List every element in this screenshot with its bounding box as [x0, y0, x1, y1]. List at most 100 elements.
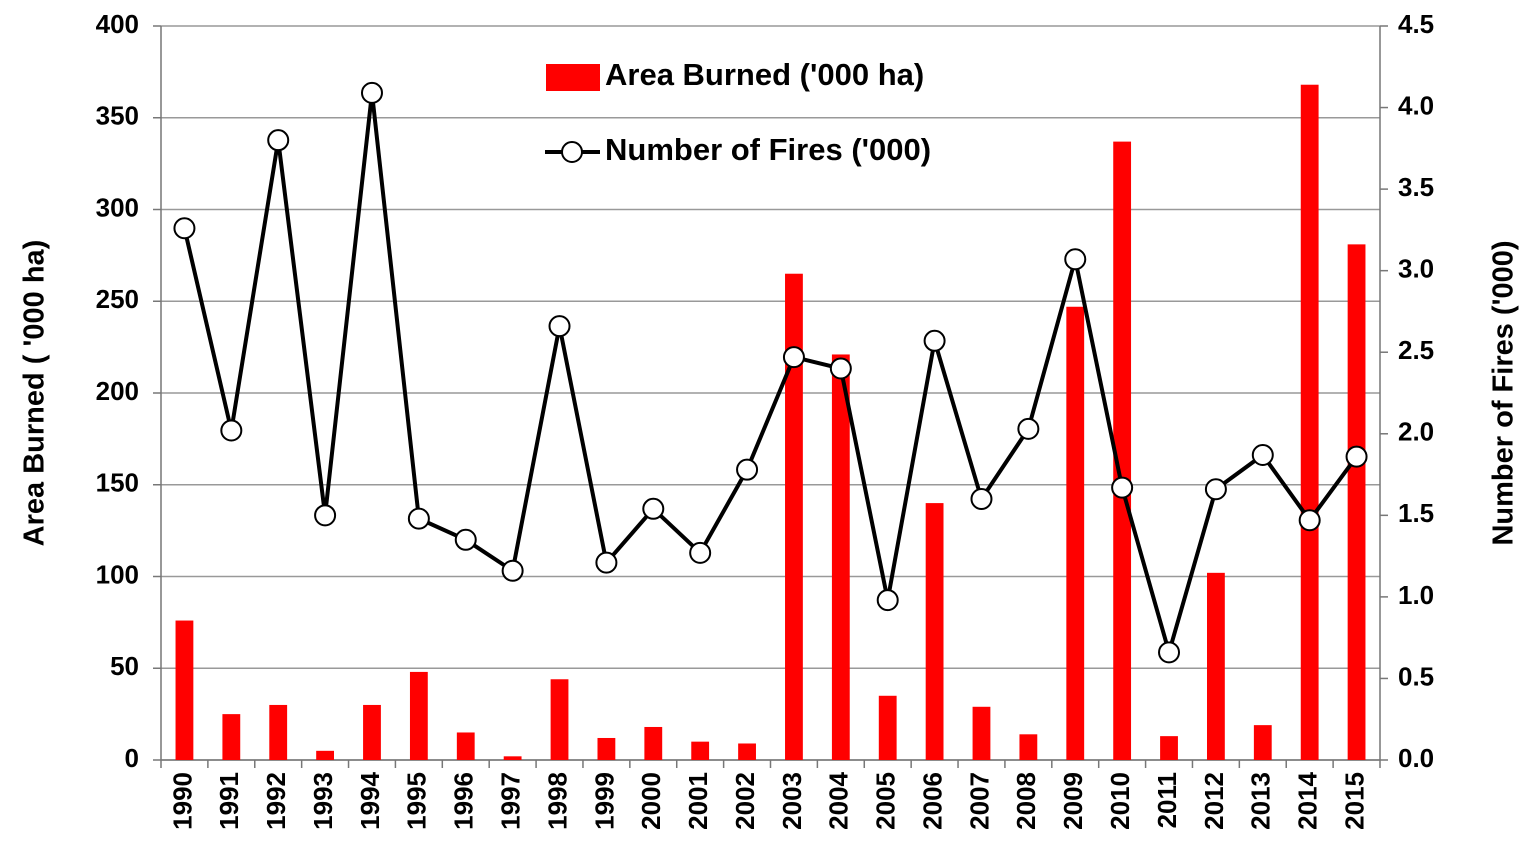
bar — [785, 273, 803, 760]
bar — [831, 354, 850, 760]
bar — [878, 695, 897, 760]
line-marker — [876, 589, 899, 612]
y-tick-label: 200 — [96, 376, 139, 406]
bar — [1300, 84, 1319, 761]
bar — [1253, 725, 1272, 760]
line-marker — [454, 528, 477, 551]
line-marker — [782, 346, 805, 369]
line-marker — [1111, 476, 1134, 499]
bar — [691, 741, 710, 760]
bar — [175, 620, 194, 760]
x-tick-label: 2010 — [1105, 772, 1135, 830]
bar — [363, 704, 381, 760]
x-tick-label: 2012 — [1199, 772, 1229, 830]
x-tick-label: 1996 — [449, 772, 479, 830]
bar — [222, 714, 241, 760]
x-tick-label: 1991 — [214, 772, 244, 830]
y2-tick-label: 0.5 — [1398, 661, 1434, 691]
y-axis-title: Area Burned ( '000 ha) — [19, 240, 51, 547]
line-marker — [829, 357, 852, 380]
x-tick-label: 1993 — [308, 772, 338, 830]
legend-marker — [561, 141, 583, 163]
bar — [1206, 572, 1225, 760]
y-tick-label: 400 — [96, 9, 139, 39]
y2-tick-label: 1.0 — [1398, 580, 1434, 610]
y-tick-label: 150 — [96, 468, 139, 498]
bar — [972, 706, 991, 760]
line-marker — [360, 81, 383, 104]
x-tick-label: 1990 — [167, 772, 197, 830]
y2-tick-label: 1.5 — [1398, 498, 1434, 528]
x-tick-label: 2001 — [683, 772, 713, 830]
y2-tick-label: 3.5 — [1398, 172, 1434, 202]
y2-tick-label: 0.0 — [1398, 743, 1434, 773]
line-marker — [220, 419, 243, 442]
y2-tick-label: 4.5 — [1398, 9, 1434, 39]
bar — [738, 743, 756, 760]
x-tick-label: 2008 — [1011, 772, 1041, 830]
y2-axis-title: Number of Fires ('000) — [1488, 240, 1520, 545]
line-marker — [970, 488, 993, 511]
line-marker — [1064, 248, 1087, 271]
line-marker — [1158, 641, 1181, 664]
y-tick-label: 350 — [96, 101, 139, 131]
line-marker — [923, 329, 946, 352]
bar — [1347, 244, 1366, 761]
bar — [925, 503, 944, 760]
line-marker — [689, 541, 712, 564]
x-tick-label: 2005 — [871, 772, 901, 830]
line-marker — [642, 497, 665, 520]
bar — [550, 679, 569, 760]
bar — [1160, 736, 1178, 760]
y2-tick-label: 2.5 — [1398, 335, 1434, 365]
x-tick-label: 1999 — [589, 772, 619, 830]
bar — [269, 704, 288, 760]
x-tick-label: 2013 — [1246, 772, 1276, 830]
bar — [1019, 734, 1038, 760]
line-marker — [1345, 445, 1368, 468]
line-marker — [1204, 478, 1227, 501]
legend-swatch — [546, 64, 600, 91]
bar — [503, 756, 522, 760]
y2-tick-label: 4.0 — [1398, 90, 1434, 120]
bar — [316, 750, 335, 760]
line-marker — [1298, 509, 1321, 532]
line-marker — [501, 559, 524, 582]
line — [182, 92, 1359, 660]
bar — [456, 732, 475, 760]
y-tick-label: 50 — [110, 651, 139, 681]
y-tick-label: 250 — [96, 284, 139, 314]
x-tick-label: 2007 — [964, 772, 994, 830]
x-tick-label: 2002 — [730, 772, 760, 830]
legend-label: Number of Fires ('000) — [605, 132, 931, 167]
bar — [597, 737, 616, 760]
x-tick-label: 2006 — [917, 772, 947, 830]
x-tick-label: 1998 — [542, 772, 572, 830]
y-tick-label: 100 — [96, 559, 139, 589]
bar — [1066, 306, 1085, 760]
line-marker — [1251, 443, 1274, 466]
y2-tick-label: 2.0 — [1398, 417, 1434, 447]
line-marker — [314, 504, 337, 527]
bar — [644, 726, 663, 760]
x-tick-label: 1997 — [496, 772, 526, 830]
line-marker — [595, 551, 618, 574]
x-tick-label: 1992 — [261, 772, 291, 830]
bar — [409, 671, 428, 760]
line-marker — [407, 507, 430, 530]
x-tick-label: 2000 — [636, 772, 666, 830]
bar — [1113, 141, 1132, 761]
x-tick-label: 2004 — [824, 771, 854, 829]
x-tick-label: 2011 — [1152, 772, 1182, 828]
x-tick-label: 1994 — [355, 771, 385, 829]
x-tick-label: 2009 — [1058, 772, 1088, 830]
line-marker — [736, 458, 759, 481]
y-tick-label: 300 — [96, 192, 139, 222]
line-marker — [267, 129, 290, 152]
x-tick-label: 2015 — [1339, 772, 1369, 830]
x-tick-label: 1995 — [402, 772, 432, 830]
y2-tick-label: 3.0 — [1398, 254, 1434, 284]
y-tick-label: 0 — [125, 743, 139, 773]
x-tick-label: 2003 — [777, 772, 807, 830]
